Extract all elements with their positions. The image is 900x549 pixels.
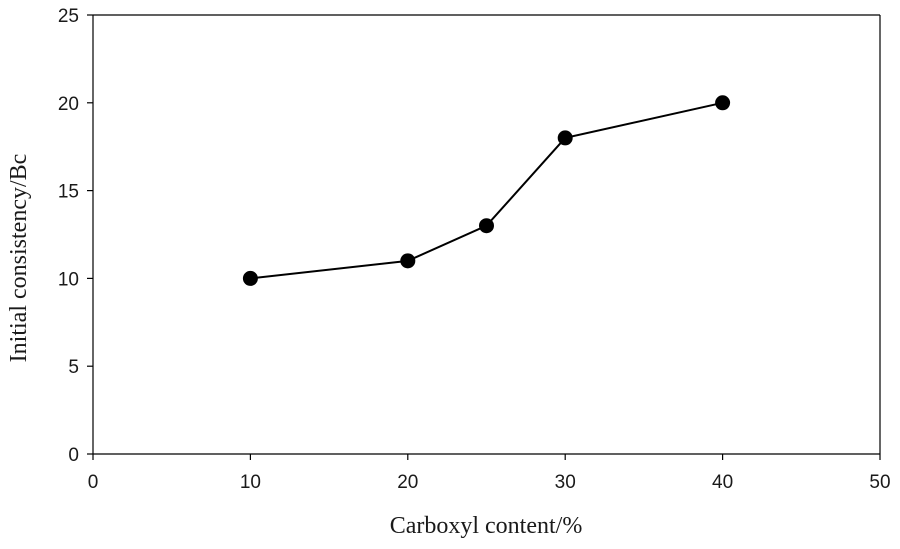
x-tick-label: 0 (88, 472, 99, 493)
y-ticks: 0 5 10 15 20 25 (58, 6, 93, 466)
data-point (479, 218, 494, 234)
y-tick-label: 25 (58, 6, 79, 27)
x-tick-label: 50 (869, 472, 890, 493)
x-tick-label: 40 (712, 472, 733, 493)
x-ticks: 0 10 20 30 40 50 (88, 454, 891, 493)
x-tick-label: 20 (397, 472, 418, 493)
plot-frame (92, 14, 881, 455)
y-tick-label: 15 (58, 182, 79, 203)
x-axis-title: Carboxyl content/% (390, 513, 583, 539)
y-tick-label: 20 (58, 94, 79, 115)
series-line (250, 101, 723, 280)
data-point (715, 95, 731, 111)
y-tick-label: 10 (58, 269, 79, 290)
data-point (242, 270, 258, 286)
x-tick-label: 30 (555, 472, 576, 493)
x-tick-label: 10 (240, 472, 261, 493)
y-tick-label: 5 (68, 357, 79, 378)
y-axis-title: Initial consistency/Bc (6, 154, 32, 363)
data-point (400, 253, 416, 269)
y-tick-label: 0 (68, 445, 79, 466)
data-point (557, 130, 573, 146)
series-layer (242, 95, 731, 286)
